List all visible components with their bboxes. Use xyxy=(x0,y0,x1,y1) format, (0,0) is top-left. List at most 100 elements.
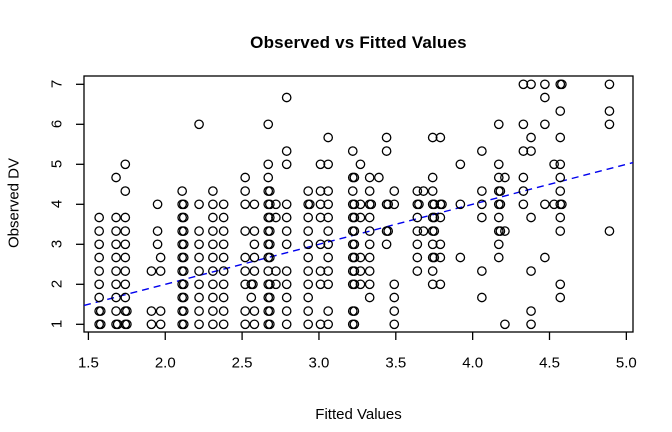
y-tick-label: 5 xyxy=(48,160,66,169)
data-point xyxy=(418,186,429,196)
data-point xyxy=(555,292,566,303)
data-point xyxy=(427,279,438,290)
data-point xyxy=(122,306,132,316)
data-point xyxy=(208,252,218,263)
data-point xyxy=(347,146,358,156)
data-point xyxy=(194,199,204,210)
data-point xyxy=(152,199,163,210)
data-point xyxy=(120,279,131,290)
data-point xyxy=(381,239,392,250)
data-point xyxy=(281,226,292,236)
y-tick-label: 1 xyxy=(48,320,66,329)
data-point xyxy=(555,212,566,223)
data-point xyxy=(303,226,314,236)
data-point xyxy=(240,279,251,290)
data-point xyxy=(303,319,314,330)
data-point xyxy=(240,306,251,316)
data-point xyxy=(555,186,566,196)
data-point xyxy=(303,252,314,263)
data-point xyxy=(208,292,218,303)
data-point xyxy=(389,279,400,290)
data-point xyxy=(264,306,275,316)
data-point xyxy=(94,266,105,276)
data-point xyxy=(155,252,166,263)
data-point xyxy=(303,279,314,290)
data-point xyxy=(155,266,166,276)
data-point xyxy=(155,306,166,316)
data-point xyxy=(281,266,292,276)
data-point xyxy=(493,239,504,250)
data-point xyxy=(194,279,204,290)
data-point xyxy=(281,159,292,170)
data-point xyxy=(178,306,189,316)
data-point xyxy=(604,106,615,116)
data-point xyxy=(389,306,400,316)
data-point xyxy=(500,172,510,183)
data-point xyxy=(303,306,314,316)
data-point xyxy=(364,212,375,223)
data-point xyxy=(495,226,506,236)
x-tick-label: 1.5 xyxy=(77,354,99,372)
data-point xyxy=(120,159,131,170)
data-point xyxy=(240,199,251,210)
data-point xyxy=(323,186,334,196)
data-point xyxy=(263,119,274,130)
data-point xyxy=(246,292,257,303)
data-point xyxy=(263,172,274,183)
data-point xyxy=(412,252,423,263)
data-point xyxy=(303,186,314,196)
data-point xyxy=(355,279,366,290)
data-point xyxy=(349,252,360,263)
data-point xyxy=(526,319,536,330)
data-point xyxy=(555,226,566,236)
data-point xyxy=(240,266,251,276)
data-point xyxy=(518,172,529,183)
data-point xyxy=(540,79,550,90)
data-point xyxy=(364,279,375,290)
data-point xyxy=(152,226,163,236)
data-point xyxy=(111,239,121,250)
y-tick-label: 2 xyxy=(48,280,66,289)
data-point xyxy=(178,266,189,276)
data-point xyxy=(94,292,105,303)
data-point xyxy=(477,199,487,210)
data-point xyxy=(493,119,504,130)
data-point xyxy=(264,252,275,263)
data-point xyxy=(240,186,251,196)
data-point xyxy=(263,266,274,276)
data-point xyxy=(178,239,189,250)
data-point xyxy=(112,319,123,330)
data-point xyxy=(240,319,251,330)
data-point xyxy=(412,186,423,196)
data-point xyxy=(264,212,275,223)
data-point xyxy=(555,172,566,183)
data-point xyxy=(381,146,392,156)
data-point xyxy=(604,226,615,236)
data-point xyxy=(518,199,529,210)
data-point xyxy=(95,319,106,330)
data-point xyxy=(383,226,394,236)
data-point xyxy=(271,212,281,223)
data-point xyxy=(218,212,229,223)
data-point xyxy=(303,239,314,250)
data-point xyxy=(94,212,105,223)
data-point xyxy=(418,226,429,236)
data-point xyxy=(194,266,204,276)
data-point xyxy=(281,279,292,290)
data-point xyxy=(120,226,131,236)
x-tick-label: 3.5 xyxy=(385,354,407,372)
data-point xyxy=(303,266,314,276)
identity-line xyxy=(83,161,634,307)
data-point xyxy=(208,186,218,196)
data-point xyxy=(264,319,275,330)
x-tick-label: 2.0 xyxy=(154,354,176,372)
data-point xyxy=(304,199,315,210)
data-point xyxy=(194,119,204,130)
chart-title: Observed vs Fitted Values xyxy=(250,33,467,52)
data-point xyxy=(518,186,529,196)
data-point xyxy=(412,212,423,223)
data-point xyxy=(349,266,360,276)
data-point xyxy=(264,226,275,236)
data-point xyxy=(249,252,260,263)
